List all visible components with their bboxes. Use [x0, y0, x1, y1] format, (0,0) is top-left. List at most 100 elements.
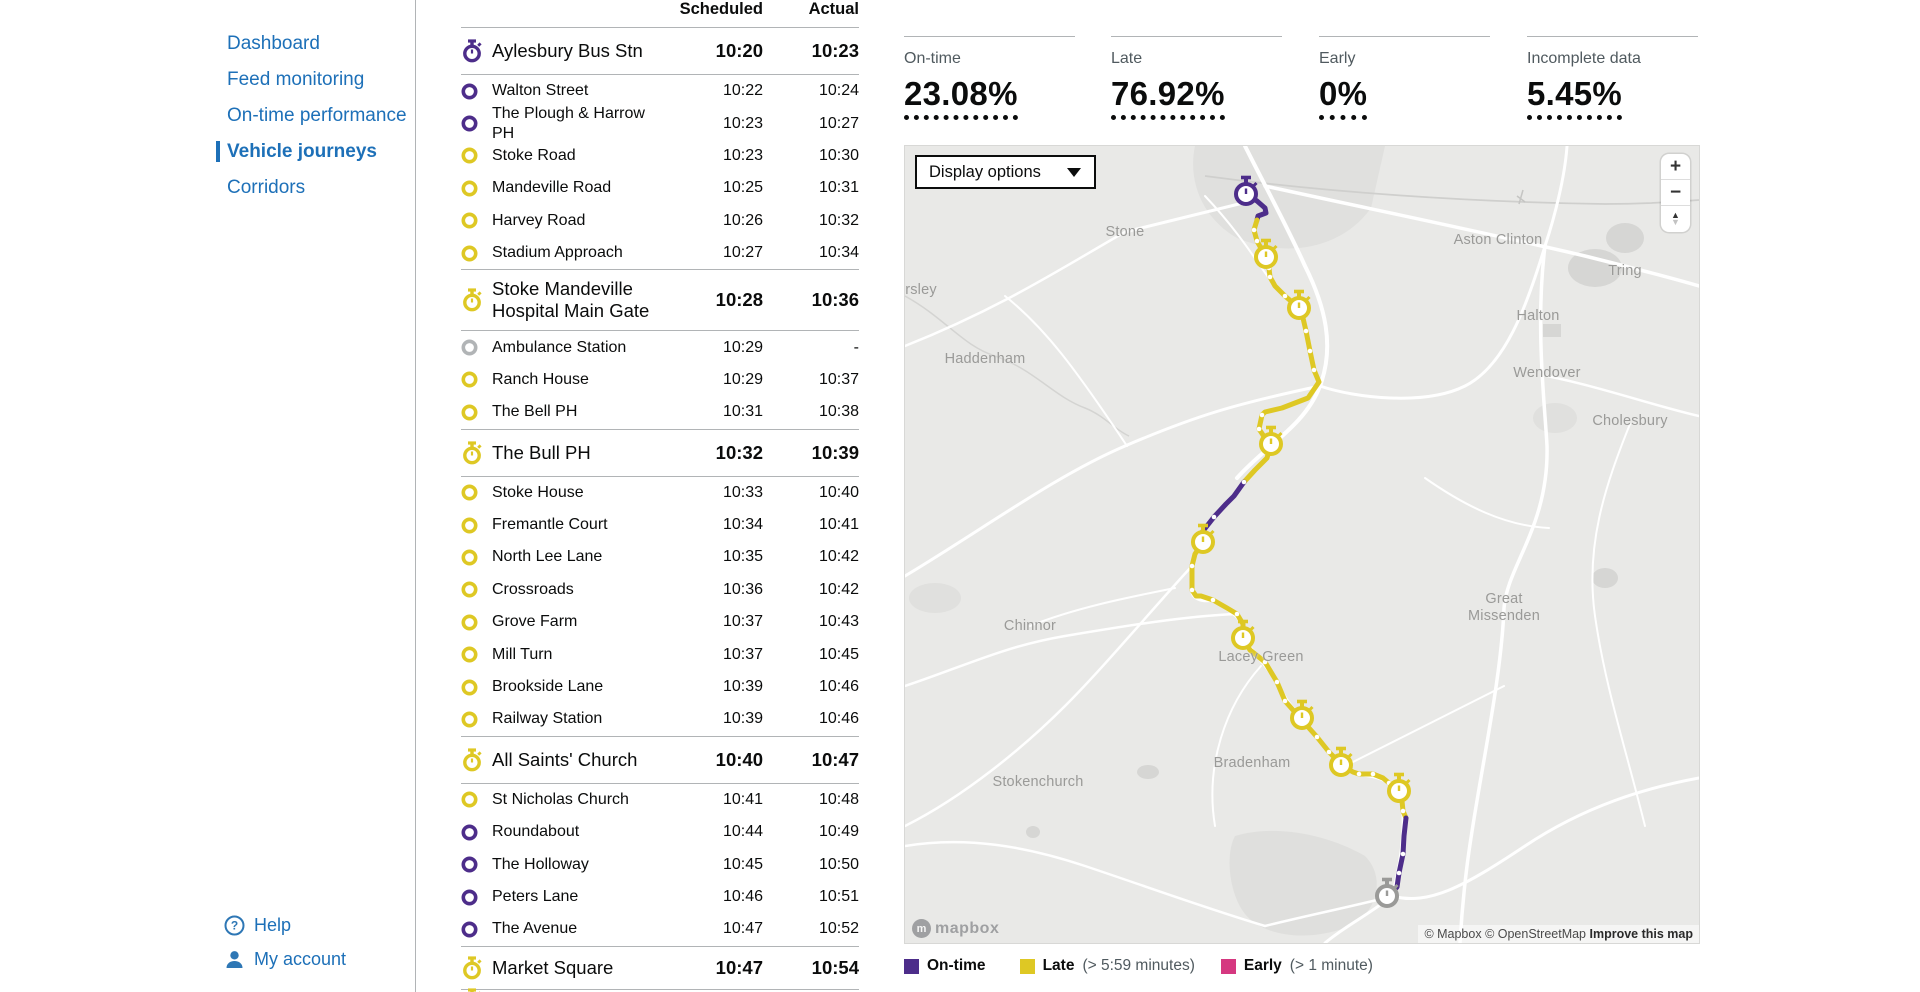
stop-row: Railway Station 10:39 10:46	[461, 703, 859, 735]
stop-row: Brookside Lane 10:39 10:46	[461, 671, 859, 703]
actual-time: 10:45	[818, 645, 859, 663]
route-timing-marker-late	[1231, 619, 1255, 650]
route-stop-dot	[1254, 238, 1260, 244]
improve-this-map-link[interactable]: Improve this map	[1589, 927, 1694, 941]
actual-time: 10:42	[818, 548, 859, 566]
stop-name: The Bull PH	[492, 441, 591, 463]
actual-time: 10:36	[811, 289, 859, 311]
mapbox-logo[interactable]: m mapbox	[912, 919, 999, 938]
actual-time: 10:39	[811, 441, 859, 463]
stop-row: Fremantle Court 10:34 10:41	[461, 509, 859, 541]
punctuality-stats: On-time 23.08% Late 76.92% Early 0% Incompl…	[904, 0, 1700, 140]
sidebar-item-corridors[interactable]: Corridors	[227, 177, 306, 198]
compass-button[interactable]: ▲ ▼	[1661, 206, 1690, 232]
display-options-dropdown[interactable]: Display options	[915, 155, 1096, 189]
map[interactable]: Stone Aston Clinton Tring rsley Halton Hadden…	[904, 145, 1700, 944]
display-options-label: Display options	[929, 162, 1041, 181]
svg-text:?: ?	[231, 919, 238, 933]
map-legend: On-time Late (> 5:59 minutes) Early (> 1…	[904, 957, 1373, 975]
stop-name: The Plough & Harrow PH	[492, 104, 645, 142]
scheduled-time: 10:31	[722, 403, 763, 421]
route-stop-dot	[1267, 274, 1273, 280]
stop-name: Stoke Mandeville Hospital Main Gate	[492, 278, 650, 322]
my-account-link[interactable]: My account	[224, 949, 346, 970]
actual-time: 10:34	[818, 244, 859, 262]
sidebar-item-vehicle-journeys[interactable]: Vehicle journeys	[227, 141, 377, 162]
route-stop-dot	[1210, 597, 1216, 603]
stat-value: 5.45%	[1527, 75, 1623, 120]
stop-name: St Nicholas Church	[492, 790, 629, 808]
actual-time: 10:30	[818, 146, 859, 164]
sidebar-item-feed-monitoring[interactable]: Feed monitoring	[227, 69, 365, 90]
actual-time: -	[853, 338, 859, 356]
stop-name: Grove Farm	[492, 613, 578, 631]
route-stop-dot	[1189, 587, 1195, 593]
scheduled-time: 10:26	[722, 211, 763, 229]
map-place-label: Stone	[1105, 224, 1145, 240]
scheduled-time: 10:40	[715, 748, 763, 770]
stat-early: Early 0%	[1319, 36, 1490, 120]
map-place-label: Cholesbury	[1592, 413, 1668, 429]
stop-name: The Avenue	[492, 920, 578, 938]
route-timing-marker-late	[1290, 699, 1314, 730]
active-indicator-bar	[216, 141, 220, 162]
stat-value: 0%	[1319, 75, 1368, 120]
map-place-label: Stokenchurch	[992, 774, 1084, 790]
stop-circle-icon	[461, 824, 478, 841]
route-stop-dot	[1211, 514, 1217, 520]
actual-time: 10:54	[811, 956, 859, 978]
scheduled-time: 10:20	[715, 40, 763, 61]
route-stop-dot	[1189, 563, 1195, 569]
stop-name: Mill Turn	[492, 645, 553, 663]
stop-name: Brookside Lane	[492, 678, 604, 696]
route-timing-marker-late	[1259, 425, 1283, 456]
stop-row: The Holloway 10:45 10:50	[461, 848, 859, 880]
route-stop-dot	[1282, 293, 1288, 299]
map-place-label: Chinnor	[1003, 618, 1057, 634]
stop-circle-icon	[461, 115, 478, 132]
stop-circle-icon	[461, 921, 478, 938]
route-stop-dot	[1234, 611, 1240, 617]
mapbox-attribution: © Mapbox	[1424, 927, 1482, 941]
user-icon	[224, 949, 245, 970]
sidebar-item-dashboard[interactable]: Dashboard	[227, 33, 320, 54]
stat-on-time: On-time 23.08%	[904, 36, 1075, 120]
scheduled-time: 10:32	[715, 441, 763, 463]
route-stop-dot	[1314, 734, 1320, 740]
route-timing-marker-incomplete	[1375, 877, 1399, 908]
stop-name: Ambulance Station	[492, 338, 627, 356]
map-controls: + − ▲ ▼	[1661, 154, 1690, 232]
stop-name: Roundabout	[492, 823, 580, 841]
stopwatch-icon	[468, 987, 481, 992]
stop-row: The Avenue 10:47 10:52	[461, 913, 859, 945]
stat-value: 23.08%	[904, 75, 1018, 120]
osm-attribution: © OpenStreetMap	[1485, 927, 1587, 941]
stop-row: Mandeville Road 10:25 10:31	[461, 172, 859, 204]
legend-item-on-time: On-time	[904, 957, 994, 975]
legend-swatch	[904, 958, 919, 974]
stopwatch-icon	[463, 440, 482, 464]
stop-circle-icon	[461, 517, 478, 534]
map-place-label: Great Missenden	[1468, 591, 1540, 624]
route-timing-marker-late	[1287, 289, 1311, 320]
mapbox-logo-icon: m	[912, 919, 931, 938]
stopwatch-icon	[463, 748, 482, 772]
stop-name: Aylesbury Bus Stn	[492, 40, 643, 61]
stop-row: Walton Street 10:22 10:24	[461, 75, 859, 107]
stop-row: Peters Lane 10:46 10:51	[461, 881, 859, 913]
help-link[interactable]: ? Help	[224, 915, 346, 936]
stop-row: Market Square 10:47 10:54	[461, 945, 859, 990]
zoom-in-button[interactable]: +	[1661, 154, 1690, 180]
sidebar-item-on-time-performance[interactable]: On-time performance	[227, 105, 407, 126]
stop-row: Stadium Approach 10:27 10:34	[461, 237, 859, 269]
scheduled-time: 10:47	[722, 920, 763, 938]
stop-circle-icon	[461, 581, 478, 598]
map-place-label: Haddenham	[944, 351, 1026, 367]
actual-time: 10:46	[818, 710, 859, 728]
stop-name: North Lee Lane	[492, 548, 603, 566]
zoom-out-button[interactable]: −	[1661, 180, 1690, 206]
scheduled-time: 10:36	[722, 580, 763, 598]
stop-name: Walton Street	[492, 82, 589, 100]
route-timing-marker-late	[1254, 238, 1278, 269]
